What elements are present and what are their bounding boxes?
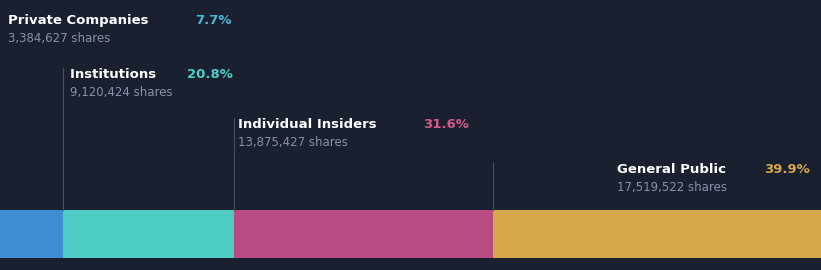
Bar [63,210,234,258]
Text: Individual Insiders: Individual Insiders [238,118,381,131]
Text: 17,519,522 shares: 17,519,522 shares [617,181,727,194]
Bar [493,210,821,258]
Text: 3,384,627 shares: 3,384,627 shares [8,32,110,45]
Text: 31.6%: 31.6% [423,118,469,131]
Text: 9,120,424 shares: 9,120,424 shares [70,86,172,99]
Text: 13,875,427 shares: 13,875,427 shares [238,136,348,149]
Text: General Public: General Public [617,163,731,176]
Text: 20.8%: 20.8% [187,68,233,81]
Text: 39.9%: 39.9% [764,163,810,176]
Bar [234,210,493,258]
Text: Private Companies: Private Companies [8,14,154,27]
Text: Institutions: Institutions [70,68,161,81]
Text: 7.7%: 7.7% [195,14,232,27]
Bar [0,210,63,258]
